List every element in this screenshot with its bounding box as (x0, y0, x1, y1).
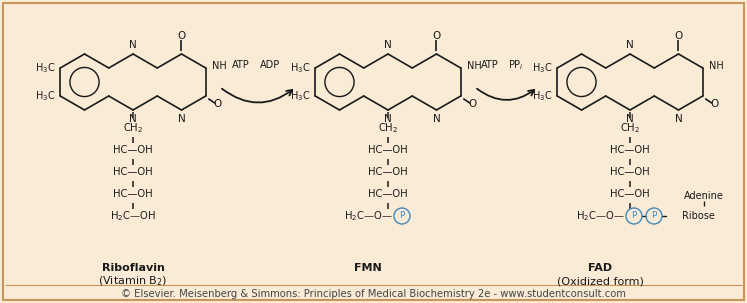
Text: O: O (177, 31, 185, 41)
Text: ADP: ADP (260, 60, 280, 70)
Text: HC—OH: HC—OH (114, 145, 153, 155)
Text: FMN: FMN (354, 263, 382, 273)
Text: HC—OH: HC—OH (114, 167, 153, 177)
Text: Ribose: Ribose (682, 211, 715, 221)
Text: Riboflavin: Riboflavin (102, 263, 164, 273)
Text: CH$_2$: CH$_2$ (620, 121, 640, 135)
Text: NH: NH (467, 61, 482, 71)
Text: H$_2$C—OH: H$_2$C—OH (110, 209, 156, 223)
Text: O: O (214, 99, 222, 109)
Text: (Oxidized form): (Oxidized form) (557, 276, 643, 286)
Text: © Elsevier. Meisenberg & Simmons: Principles of Medical Biochemistry 2e - www.st: © Elsevier. Meisenberg & Simmons: Princi… (121, 289, 626, 299)
Text: CH$_2$: CH$_2$ (378, 121, 398, 135)
Text: HC—OH: HC—OH (368, 145, 408, 155)
Text: HC—OH: HC—OH (610, 189, 650, 199)
Text: H$_3$C: H$_3$C (35, 89, 55, 103)
Text: N: N (178, 114, 185, 124)
Text: H$_3$C: H$_3$C (35, 61, 55, 75)
Text: (Vitamin B$_2$): (Vitamin B$_2$) (99, 274, 167, 288)
Text: O: O (675, 31, 683, 41)
Text: N: N (626, 40, 634, 50)
Text: P: P (651, 211, 657, 221)
Text: P: P (400, 211, 405, 221)
Text: H$_3$C: H$_3$C (290, 89, 310, 103)
Text: P: P (631, 211, 636, 221)
Text: N: N (384, 40, 392, 50)
Text: N: N (384, 114, 392, 124)
Text: HC—OH: HC—OH (368, 189, 408, 199)
Text: O: O (433, 31, 441, 41)
Text: NH: NH (709, 61, 724, 71)
Text: N: N (675, 114, 682, 124)
Text: H$_2$C—O—: H$_2$C—O— (576, 209, 624, 223)
Text: H$_2$C—O—: H$_2$C—O— (344, 209, 392, 223)
Text: CH$_2$: CH$_2$ (123, 121, 143, 135)
Text: O: O (710, 99, 719, 109)
Text: N: N (129, 114, 137, 124)
Text: N: N (626, 114, 634, 124)
Text: HC—OH: HC—OH (610, 145, 650, 155)
Text: HC—OH: HC—OH (368, 167, 408, 177)
Text: NH: NH (211, 61, 226, 71)
Text: N: N (433, 114, 441, 124)
Text: FAD: FAD (588, 263, 612, 273)
Text: Adenine: Adenine (684, 191, 724, 201)
Text: H$_3$C: H$_3$C (290, 61, 310, 75)
Text: H$_3$C: H$_3$C (532, 61, 552, 75)
Text: ATP: ATP (480, 60, 498, 70)
Text: PP$_i$: PP$_i$ (509, 58, 524, 72)
Text: O: O (468, 99, 477, 109)
Text: HC—OH: HC—OH (114, 189, 153, 199)
Text: H$_3$C: H$_3$C (532, 89, 552, 103)
Text: N: N (129, 40, 137, 50)
Text: HC—OH: HC—OH (610, 167, 650, 177)
Text: ATP: ATP (232, 60, 250, 70)
